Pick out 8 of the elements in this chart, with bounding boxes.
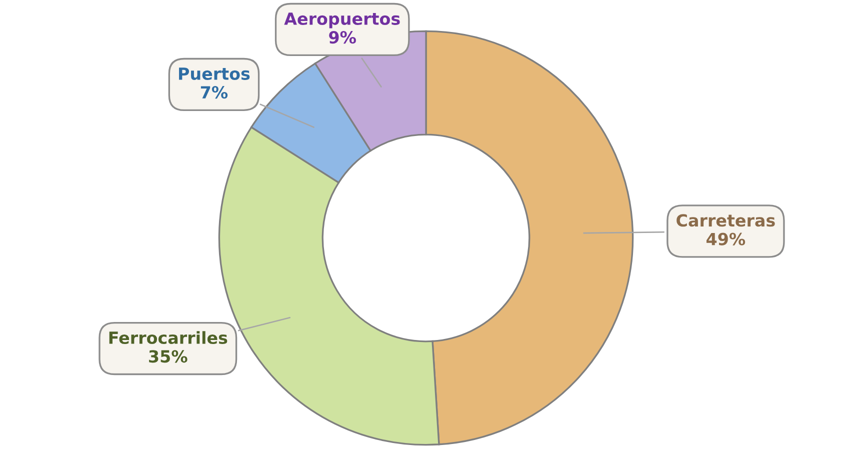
slice-label: Carreteras <box>676 214 775 227</box>
slice-label: Aeropuertos <box>284 12 400 28</box>
data-label: 35% <box>149 350 188 363</box>
slice-label: Puertos <box>179 68 250 80</box>
data-label: 49% <box>706 232 746 246</box>
data-label: 7% <box>200 86 228 99</box>
slice-label: Ferrocarriles <box>109 331 228 344</box>
data-label: 9% <box>329 31 356 44</box>
